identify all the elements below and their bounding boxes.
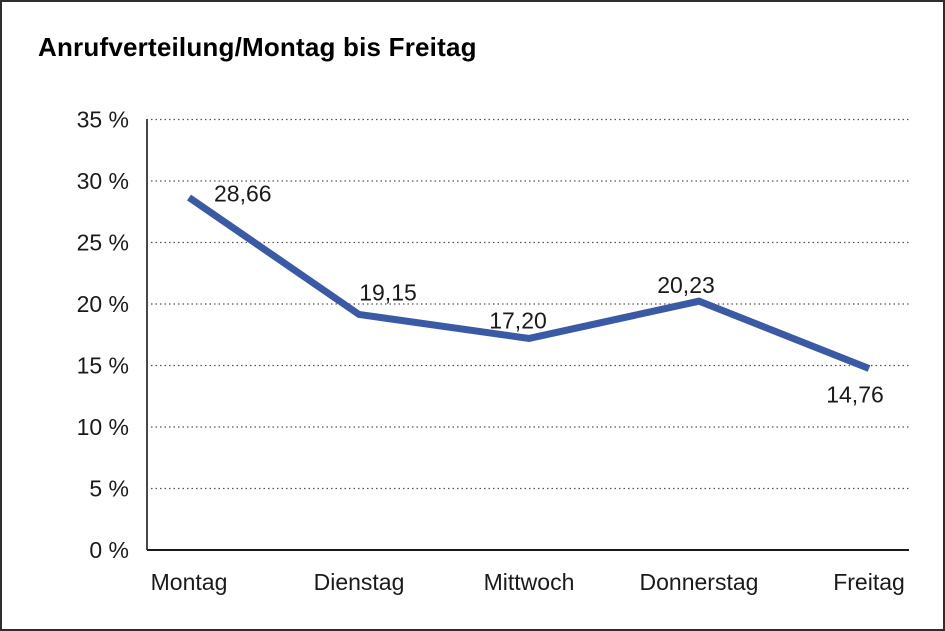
data-point-label: 20,23 xyxy=(657,272,715,298)
data-line xyxy=(187,194,871,372)
y-tick-label: 0 % xyxy=(89,537,129,563)
y-tick-label: 25 % xyxy=(77,230,129,256)
y-tick-label: 30 % xyxy=(77,168,129,194)
x-category-label: Dienstag xyxy=(314,569,405,595)
x-category-label: Mittwoch xyxy=(484,569,575,595)
x-category-label: Donnerstag xyxy=(640,569,759,595)
data-point-label: 19,15 xyxy=(359,279,417,305)
y-tick-label: 10 % xyxy=(77,414,129,440)
x-category-label: Freitag xyxy=(833,569,905,595)
x-category-label: Montag xyxy=(151,569,228,595)
y-tick-label: 15 % xyxy=(77,353,129,379)
y-tick-label: 5 % xyxy=(89,476,129,502)
y-tick-label: 35 % xyxy=(77,107,129,133)
chart-title: Anrufverteilung/Montag bis Freitag xyxy=(38,32,477,62)
data-point-label: 14,76 xyxy=(826,381,884,407)
data-point-label: 28,66 xyxy=(214,180,272,206)
data-point-label: 17,20 xyxy=(489,307,547,333)
y-tick-label: 20 % xyxy=(77,291,129,317)
